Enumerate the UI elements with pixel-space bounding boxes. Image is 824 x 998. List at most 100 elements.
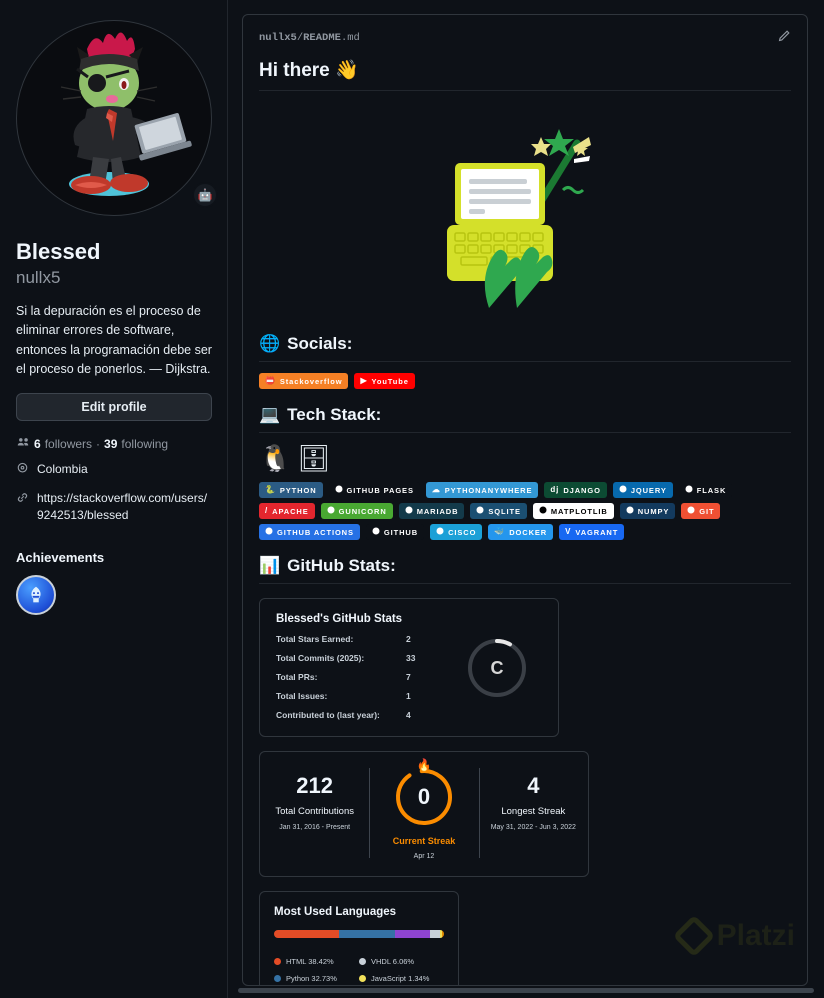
hero-illustration — [259, 91, 791, 318]
longest-streak-label: Longest Streak — [501, 806, 566, 818]
badge-label: VAGRANT — [575, 527, 619, 537]
lang-color-dot — [274, 975, 281, 982]
followers-label[interactable]: followers — [44, 436, 93, 451]
streak-stats-card: 212 Total Contributions Jan 31, 2016 - P… — [259, 751, 589, 877]
readme-header: nullx5/README.md — [259, 29, 791, 46]
social-badge-youtube[interactable]: ▶ YouTube — [354, 373, 415, 389]
readme-heading-hi-there: Hi there 👋 — [259, 58, 791, 91]
achievement-badge-pull-shark[interactable] — [16, 575, 56, 616]
languages-legend: HTML 38.42% VHDL 6.06% Python 32.73% JavaSc… — [274, 949, 444, 985]
location-pin-icon — [16, 462, 30, 480]
following-label[interactable]: following — [121, 436, 169, 451]
badge-icon — [335, 485, 343, 495]
followers-count[interactable]: 6 — [34, 436, 41, 451]
badge-icon: 📛 — [265, 376, 276, 385]
avatar-wrap: 🤖 — [16, 20, 218, 216]
github-stats-card-title: Blessed's GitHub Stats — [276, 613, 403, 625]
breadcrumb: nullx5/README.md — [259, 32, 360, 44]
tech-emoji-0: 🐧 — [259, 443, 292, 473]
tech-badge-numpy[interactable]: NUMPY — [619, 503, 676, 519]
current-streak-label: Current Streak — [392, 836, 456, 846]
avatar[interactable] — [16, 20, 212, 216]
tech-badge-docker[interactable]: 🐳 DOCKER — [488, 524, 554, 540]
badge-icon — [265, 527, 273, 537]
lang-segment-html — [274, 930, 340, 938]
tech-badge-gunicorn[interactable]: GUNICORN — [320, 503, 393, 519]
tech-badge-pythonanywhere[interactable]: ☁ PYTHONANYWHERE — [425, 482, 539, 498]
rank-letter: C — [490, 657, 504, 678]
stat-value: 2 — [406, 634, 411, 644]
bar-chart-icon: 📊 — [259, 556, 281, 575]
current-streak-value: 0 — [417, 783, 431, 809]
stat-value: 33 — [406, 653, 416, 663]
tech-emoji-1: 🗄 — [297, 443, 331, 473]
badge-icon: 🐍 — [265, 485, 276, 494]
globe-icon: 🌐 — [259, 334, 281, 353]
tech-badge-matplotlib[interactable]: MATPLOTLIB — [532, 503, 614, 519]
breadcrumb-owner[interactable]: nullx5 — [259, 31, 297, 44]
lang-label: HTML 38.42% — [286, 957, 334, 966]
socials-badge-row: 📛 Stackoverflow ▶ YouTube — [259, 373, 791, 389]
languages-card-title: Most Used Languages — [274, 906, 397, 918]
stat-label: Total Commits (2025): — [276, 653, 365, 663]
badge-label: GITHUB ACTIONS — [277, 527, 354, 537]
lang-legend-item: JavaScript 1.34% — [359, 974, 444, 983]
tech-badge-sqlite[interactable]: SQLITE — [470, 503, 527, 519]
edit-readme-pencil-icon[interactable] — [777, 29, 791, 46]
tech-badge-github-pages[interactable]: GITHUB PAGES — [328, 482, 420, 498]
badge-label: YouTube — [371, 376, 409, 386]
followers-row: 6 followers · 39 following — [16, 435, 212, 452]
badge-label: GITHUB — [383, 527, 419, 537]
follow-separator: · — [96, 436, 101, 451]
platzi-watermark-text: Platzi — [716, 919, 795, 952]
total-contributions-value: 212 — [296, 773, 334, 798]
website-link[interactable]: https://stackoverflow.com/users/9242513/… — [37, 490, 208, 523]
badge-icon: / — [265, 506, 269, 515]
streak-current: 🔥 0 Current Streak Apr 12 — [369, 758, 478, 860]
lang-color-dot — [359, 975, 366, 982]
lang-segment-javascript — [439, 930, 443, 938]
tech-badge-apache[interactable]: / APACHE — [259, 503, 315, 519]
tech-badge-github-actions[interactable]: GITHUB ACTIONS — [259, 524, 360, 540]
breadcrumb-file[interactable]: README — [303, 31, 341, 44]
tech-badge-flask[interactable]: FLASK — [678, 482, 733, 498]
current-streak-circle — [395, 769, 452, 825]
badge-label: GITHUB PAGES — [346, 485, 414, 495]
badge-label: FLASK — [696, 485, 727, 495]
location-row: Colombia — [16, 461, 212, 480]
social-badge-stackoverflow[interactable]: 📛 Stackoverflow — [259, 373, 349, 389]
tech-badge-vagrant[interactable]: V VAGRANT — [559, 524, 625, 540]
tech-badge-cisco[interactable]: CISCO — [430, 524, 483, 540]
languages-bar — [274, 930, 444, 938]
lang-color-dot — [274, 958, 281, 965]
avatar-illustration — [60, 32, 192, 196]
badge-icon: dj — [550, 485, 560, 494]
tech-badge-jquery[interactable]: JQUERY — [612, 482, 673, 498]
stat-label: Total Issues: — [276, 691, 328, 701]
badge-label: JQUERY — [630, 485, 667, 495]
tech-stack-badge-row: 🐍 PYTHON GITHUB PAGES ☁ PYTHONANYWHERE dj DJAN… — [259, 482, 791, 540]
main-content: nullx5/README.md Hi there 👋 — [228, 0, 824, 998]
stat-label: Contributed to (last year): — [276, 710, 380, 720]
longest-streak-date: May 31, 2022 - Jun 3, 2022 — [490, 824, 576, 832]
badge-icon: 🐳 — [494, 527, 506, 536]
status-badge[interactable]: 🤖 — [192, 182, 218, 208]
horizontal-scrollbar[interactable] — [238, 988, 814, 993]
edit-profile-button[interactable]: Edit profile — [16, 393, 212, 422]
tech-badge-git[interactable]: GIT — [681, 503, 721, 519]
tech-badge-github[interactable]: GITHUB — [365, 524, 425, 540]
current-streak-date: Apr 12 — [413, 853, 435, 860]
stat-value: 7 — [406, 672, 411, 682]
stat-label: Total Stars Earned: — [276, 634, 354, 644]
laptop-icon: 💻 — [259, 405, 281, 424]
badge-label: Stackoverflow — [279, 376, 343, 386]
profile-name: Blessed — [16, 239, 101, 264]
achievements-title: Achievements — [16, 550, 105, 566]
tech-badge-python[interactable]: 🐍 PYTHON — [259, 482, 323, 498]
current-streak-ring: 🔥 0 — [393, 758, 455, 828]
badge-label: MATPLOTLIB — [550, 506, 608, 516]
following-count[interactable]: 39 — [104, 436, 118, 451]
badge-icon — [539, 506, 547, 516]
tech-badge-mariadb[interactable]: MARIADB — [398, 503, 465, 519]
tech-badge-django[interactable]: dj DJANGO — [544, 482, 607, 498]
